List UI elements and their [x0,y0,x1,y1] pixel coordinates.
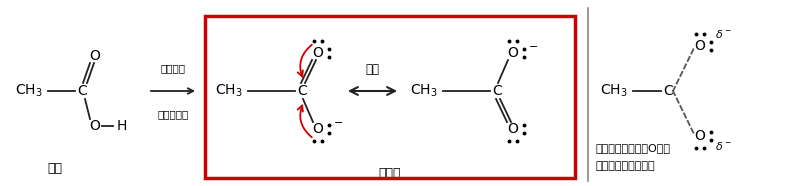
Text: 负电荷离域在两个O上，: 负电荷离域在两个O上， [595,143,670,153]
Bar [204,16,574,178]
Text: CH$_3$: CH$_3$ [410,83,437,99]
Text: O: O [507,122,517,136]
Text: CH$_3$: CH$_3$ [15,83,43,99]
Text: $-$: $-$ [333,116,343,126]
Text: H: H [117,119,127,133]
Text: $-$: $-$ [527,40,538,50]
Text: O: O [89,49,101,63]
Text: 乙酸根: 乙酸根 [378,167,401,180]
Text: O: O [89,119,101,133]
Text: O: O [693,129,705,143]
Text: 乙酸: 乙酸 [47,161,62,174]
Text: O: O [693,39,705,53]
Text: 失氢质子: 失氢质子 [161,63,185,73]
Text: O: O [312,122,323,136]
Text: C: C [297,84,307,98]
Text: CH$_3$: CH$_3$ [599,83,627,99]
Text: $\delta^-$: $\delta^-$ [714,28,731,40]
Text: CH$_3$: CH$_3$ [215,83,242,99]
Text: C: C [77,84,87,98]
Text: 得到乙酸根: 得到乙酸根 [157,109,188,119]
Text: C: C [663,84,672,98]
Text: C: C [491,84,501,98]
Text: 共振: 共振 [365,63,379,76]
Text: O: O [312,46,323,60]
Text: O: O [507,46,517,60]
Text: $\delta^-$: $\delta^-$ [714,140,731,152]
Text: 即共振稳定了共轭碱: 即共振稳定了共轭碱 [595,161,654,171]
